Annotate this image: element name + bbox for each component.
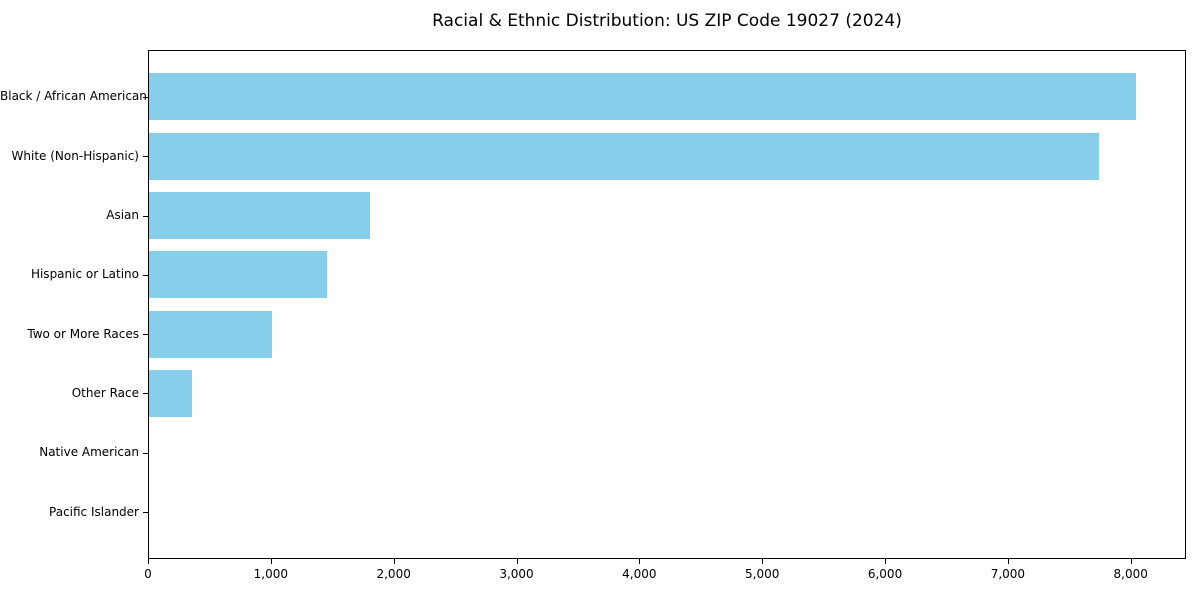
y-tick-label: Hispanic or Latino	[30, 267, 139, 282]
y-tick-label: Pacific Islander	[49, 504, 139, 519]
chart-title: Racial & Ethnic Distribution: US ZIP Cod…	[432, 11, 902, 31]
bar-black-african-american	[149, 73, 1136, 121]
bar-two-or-more-races	[149, 310, 272, 358]
x-tick-label: 5,000	[745, 567, 780, 581]
bar-asian	[149, 192, 370, 239]
plot-area	[148, 50, 1186, 559]
y-tick-mark	[143, 512, 148, 513]
y-tick-label: Native American	[39, 445, 139, 460]
x-tick-mark	[270, 559, 272, 564]
y-tick-mark	[143, 215, 148, 217]
y-tick-label: Two or More Races	[27, 326, 139, 341]
bar-other-race	[149, 369, 192, 417]
x-tick-mark	[148, 559, 149, 564]
x-tick-label: 2,000	[376, 567, 411, 581]
y-tick-mark	[143, 274, 148, 276]
x-tick-label: 0	[144, 567, 152, 581]
y-tick-mark	[143, 334, 148, 336]
x-tick-label: 3,000	[499, 567, 534, 581]
y-tick-mark	[143, 96, 148, 98]
x-tick-mark	[885, 559, 887, 564]
y-tick-label: Other Race	[71, 385, 139, 400]
y-tick-mark	[143, 156, 148, 158]
x-tick-label: 6,000	[867, 567, 903, 581]
x-tick-label: 7,000	[990, 567, 1026, 581]
y-tick-mark	[143, 452, 148, 454]
x-tick-mark	[516, 559, 518, 564]
x-tick-mark	[762, 559, 764, 564]
y-tick-label: Black / African American	[0, 89, 147, 104]
x-tick-mark	[639, 559, 641, 564]
bar-hispanic-or-latino	[149, 251, 327, 299]
y-tick-mark	[143, 393, 148, 395]
x-tick-mark	[393, 559, 395, 564]
x-tick-mark	[1007, 559, 1009, 564]
x-tick-label: 4,000	[622, 567, 657, 581]
x-tick-label: 8,000	[1113, 567, 1148, 581]
y-tick-label: White (Non-Hispanic)	[11, 148, 139, 163]
bar-white-non-hispanic	[149, 132, 1100, 180]
x-tick-mark	[1130, 559, 1132, 564]
x-tick-label: 1,000	[253, 567, 288, 581]
y-tick-label: Asian	[106, 208, 139, 222]
